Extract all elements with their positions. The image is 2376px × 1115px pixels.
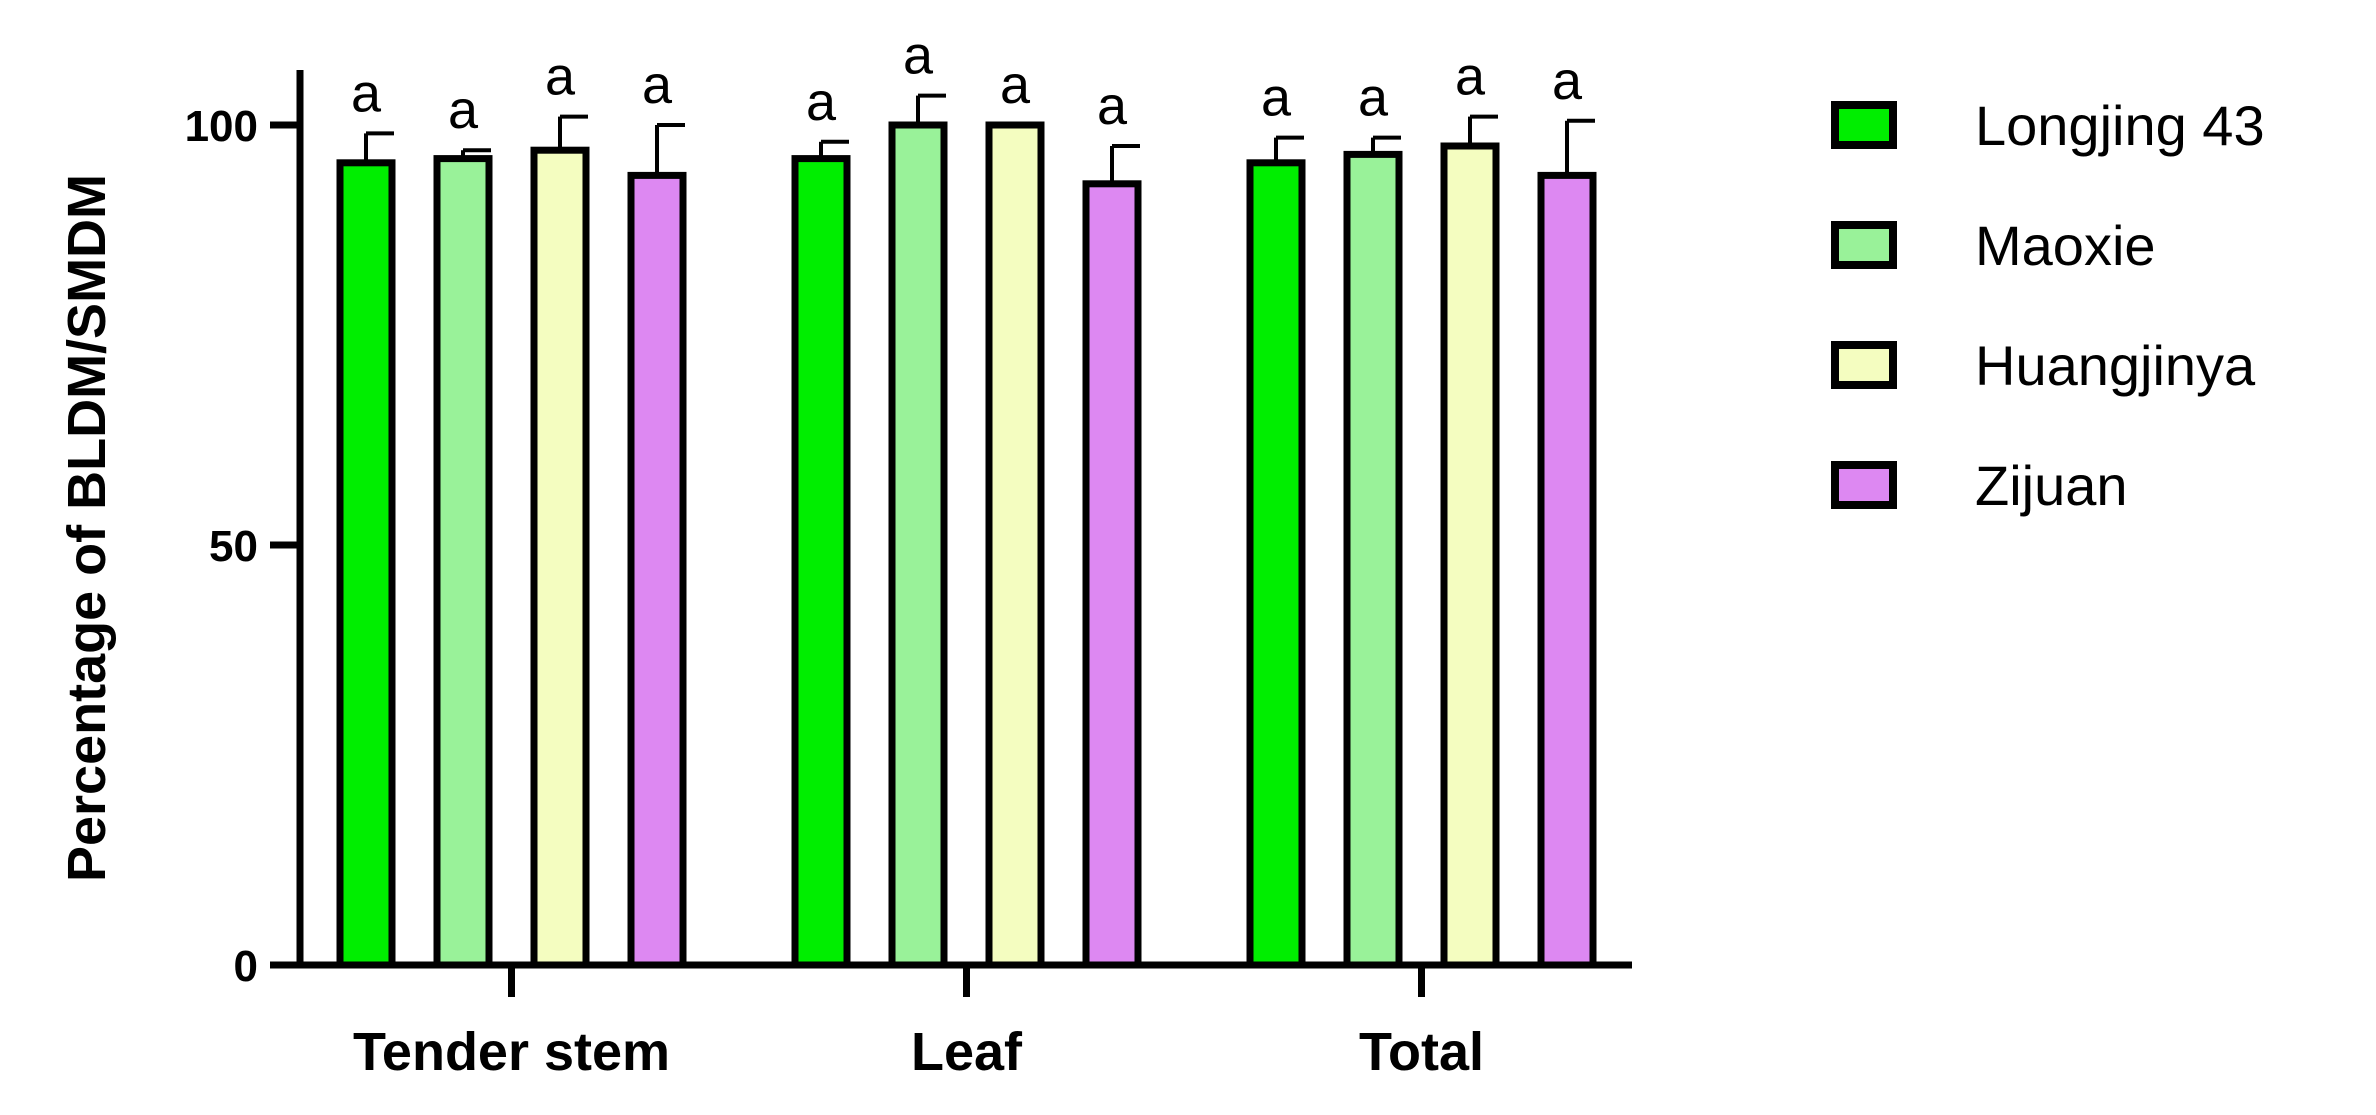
legend-label: Huangjinya (1975, 334, 2256, 397)
bar-longjing-43-leaf (791, 155, 851, 969)
y-tick-label: 100 (185, 102, 258, 151)
x-tick-label: Tender stem (353, 1022, 670, 1082)
bar-maoxie-leaf (888, 121, 948, 969)
significance-label: a (1000, 55, 1031, 115)
bar-maoxie-total (1343, 150, 1403, 969)
legend-label: Zijuan (1975, 454, 2128, 517)
bar-longjing-43-tender-stem (336, 159, 396, 969)
significance-label: a (545, 47, 576, 107)
x-tick-label: Leaf (911, 1022, 1023, 1082)
significance-label: a (351, 63, 382, 123)
bar-zijuan-tender-stem (627, 171, 687, 969)
bar-zijuan-total (1537, 171, 1597, 969)
significance-label: a (448, 80, 479, 140)
significance-label: a (1552, 51, 1583, 111)
y-tick-label: 50 (209, 522, 258, 571)
bar-longjing-43-total (1246, 159, 1306, 969)
significance-label: a (1358, 68, 1389, 128)
legend-swatch (1831, 221, 1897, 269)
significance-label: a (1097, 76, 1128, 136)
axes-layer (296, 70, 1632, 969)
bar-huangjinya-tender-stem (530, 146, 590, 969)
legend-swatch (1831, 341, 1897, 389)
significance-label: a (642, 55, 673, 115)
y-tick-label: 0 (234, 942, 258, 991)
significance-label: a (903, 26, 934, 86)
significance-label: a (806, 72, 837, 132)
legend-label: Longjing 43 (1975, 94, 2265, 157)
legend: Longjing 43 Maoxie Huangjinya Zijuan (1831, 94, 2265, 517)
significance-label: a (1261, 68, 1292, 128)
significance-label: a (1455, 47, 1486, 107)
ticks-layer: Tender stem Leaf Total 0 50 100 (185, 102, 1484, 1082)
legend-label: Maoxie (1975, 214, 2156, 277)
bar-huangjinya-leaf (985, 121, 1045, 969)
y-axis-title: Percentage of BLDM/SMDM (57, 174, 117, 882)
bar-maoxie-tender-stem (433, 155, 493, 969)
legend-swatch (1831, 101, 1897, 149)
bars-layer: a aa a aa a a a a a a (336, 26, 1597, 969)
bar-huangjinya-total (1440, 142, 1500, 969)
bar-zijuan-leaf (1082, 180, 1142, 969)
legend-swatch (1831, 461, 1897, 509)
x-tick-label: Total (1359, 1022, 1484, 1082)
